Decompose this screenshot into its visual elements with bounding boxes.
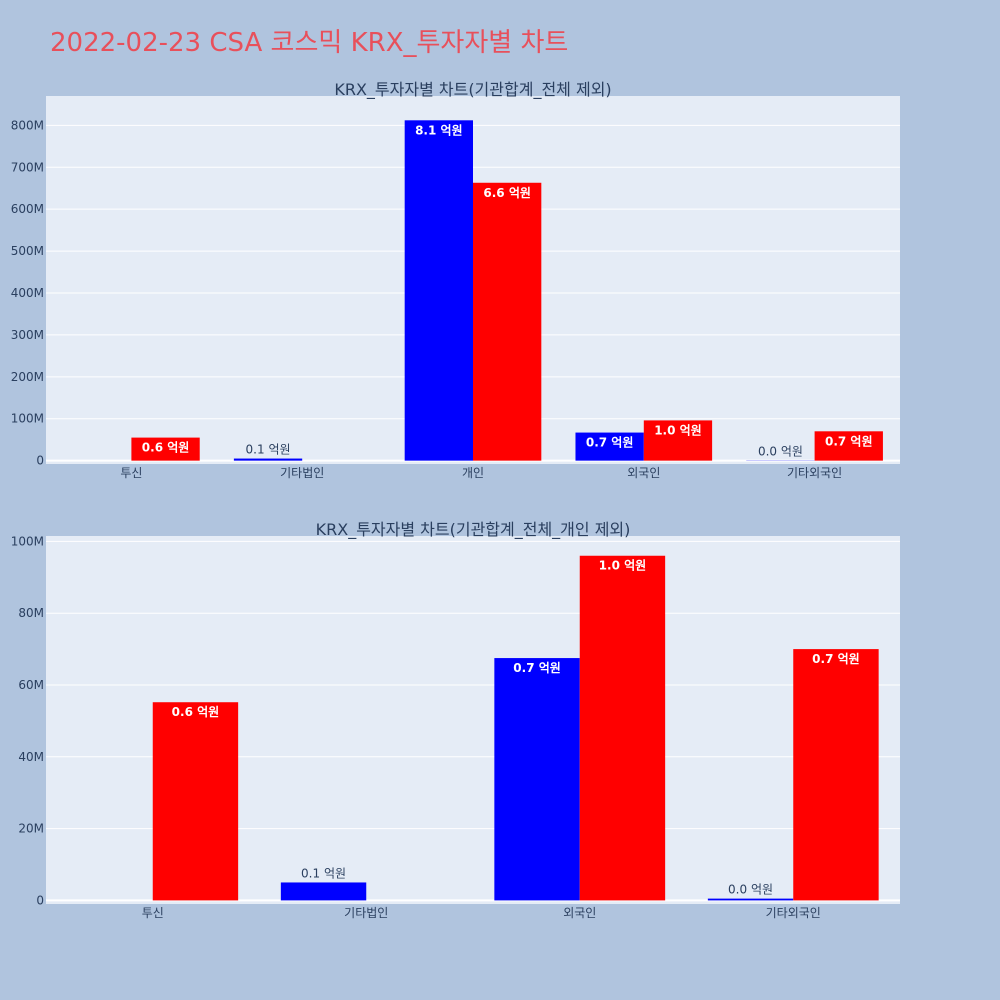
y-tick-label: 100M: [11, 534, 44, 548]
data-label: 0.7 억원: [513, 661, 561, 675]
y-tick-label: 300M: [11, 328, 44, 342]
y-tick-label: 400M: [11, 286, 44, 300]
bar: [643, 420, 713, 461]
bar: [707, 898, 794, 901]
data-label: 0.0 억원: [728, 883, 773, 897]
data-label: 8.1 억원: [415, 123, 463, 137]
bar: [814, 431, 883, 461]
bar: [473, 182, 542, 461]
y-tick-label: 40M: [18, 750, 44, 764]
bar: [494, 658, 580, 901]
bar: [404, 120, 473, 461]
x-tick-label: 투신: [120, 466, 142, 480]
chart-title: KRX_투자자별 차트(기관합계_전체 제외): [334, 80, 611, 100]
x-tick-label: 기타외국인: [766, 906, 821, 920]
y-tick-label: 0: [36, 454, 44, 468]
x-tick-label: 기타법인: [280, 466, 324, 480]
data-label: 1.0 억원: [654, 423, 702, 437]
data-label: 0.6 억원: [172, 705, 220, 719]
y-tick-label: 600M: [11, 202, 44, 216]
y-tick-label: 60M: [18, 678, 44, 692]
chart-title: KRX_투자자별 차트(기관합계_전체_개인 제외): [316, 520, 631, 540]
data-label: 0.1 억원: [301, 866, 346, 880]
data-label: 0.1 억원: [246, 443, 291, 457]
bar: [579, 555, 666, 901]
x-tick-label: 외국인: [627, 466, 660, 480]
x-tick-label: 외국인: [563, 906, 596, 920]
page-title: 2022-02-23 CSA 코스믹 KRX_투자자별 차트: [50, 28, 569, 58]
x-tick-label: 투신: [142, 906, 164, 920]
bar: [233, 458, 303, 461]
bar: [152, 702, 239, 901]
bar: [131, 437, 200, 461]
y-tick-label: 20M: [18, 822, 44, 836]
y-tick-label: 700M: [11, 160, 44, 174]
data-label: 0.7 억원: [825, 434, 873, 448]
y-tick-label: 800M: [11, 118, 44, 132]
bar: [280, 882, 367, 901]
data-label: 0.0 억원: [758, 444, 803, 458]
y-tick-label: 100M: [11, 412, 44, 426]
bar: [793, 649, 879, 901]
y-tick-label: 500M: [11, 244, 44, 258]
x-tick-label: 기타법인: [344, 906, 388, 920]
bar: [575, 432, 644, 461]
data-label: 6.6 억원: [483, 186, 531, 200]
chart-1: 0 100M 200M 300M 400M 500M 600M 700M 800M KRX_투자자…: [11, 80, 900, 480]
y-tick-label: 0: [36, 893, 44, 907]
x-tick-label: 개인: [462, 466, 484, 480]
x-tick-label: 기타외국인: [787, 466, 842, 480]
y-tick-label: 80M: [18, 606, 44, 620]
data-label: 0.7 억원: [812, 652, 860, 666]
data-label: 0.7 억원: [586, 436, 634, 450]
data-label: 1.0 억원: [599, 559, 647, 573]
y-tick-label: 200M: [11, 370, 44, 384]
data-label: 0.6 억원: [142, 441, 190, 455]
